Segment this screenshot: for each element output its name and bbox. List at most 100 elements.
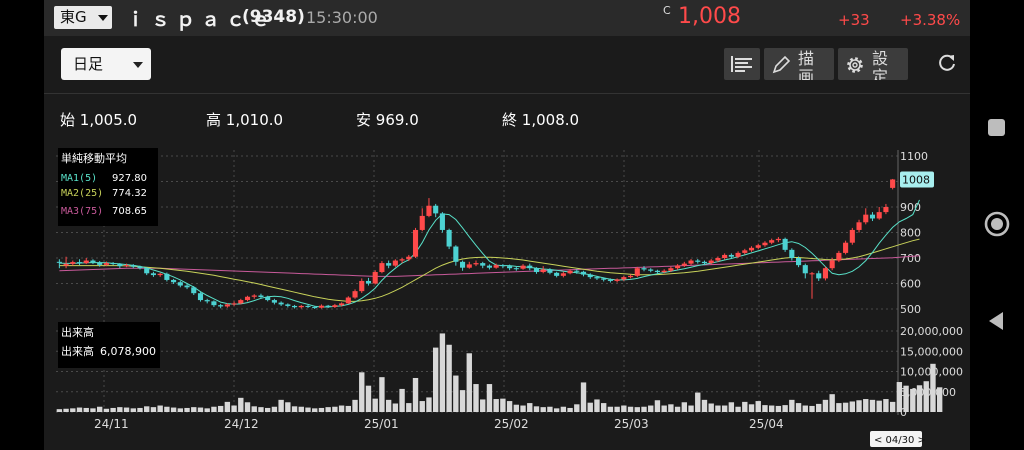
candle-body xyxy=(419,215,425,230)
overview-nav-icon[interactable] xyxy=(984,115,1010,141)
candle-body xyxy=(708,260,714,264)
volume-bar xyxy=(204,408,210,412)
candle-body xyxy=(748,247,755,251)
volume-bar xyxy=(768,405,775,412)
volume-bar xyxy=(412,377,419,412)
volume-bar xyxy=(708,403,714,412)
candle-body xyxy=(574,270,580,272)
candle-body xyxy=(876,212,882,219)
volume-tick-label: 0 xyxy=(900,406,907,419)
candle-body xyxy=(695,260,701,262)
market-select[interactable]: 東G xyxy=(54,6,112,29)
volume-bar xyxy=(432,347,439,412)
candle-body xyxy=(829,260,835,269)
candle-body xyxy=(211,301,217,306)
volume-bar xyxy=(137,407,143,412)
volume-bar xyxy=(90,408,96,412)
volume-bar xyxy=(251,406,257,412)
volume-bar xyxy=(500,398,506,412)
volume-bar xyxy=(930,363,936,412)
candle-body xyxy=(298,305,304,308)
candle-body xyxy=(594,277,600,279)
volume-bar xyxy=(648,405,654,412)
volume-bar xyxy=(789,399,795,412)
candle-body xyxy=(392,260,398,266)
volume-bar xyxy=(688,405,694,412)
back-nav-icon[interactable] xyxy=(984,308,1010,334)
candle-body xyxy=(822,268,828,279)
settings-button[interactable]: 設定 xyxy=(838,48,908,80)
ohlc-low: 安 969.0 xyxy=(356,111,419,129)
candle-body xyxy=(755,245,761,248)
price-tick-label: 700 xyxy=(900,252,921,265)
volume-bar xyxy=(903,385,909,412)
volume-bar xyxy=(217,405,224,412)
candle-body xyxy=(218,305,224,307)
volume-bar xyxy=(480,399,486,412)
volume-bar xyxy=(258,407,264,412)
volume-bar xyxy=(466,353,472,412)
candle-body xyxy=(426,205,432,216)
volume-legend-label: 出来高 xyxy=(61,344,94,358)
price-flag: C xyxy=(663,4,671,17)
price-tick-label: 1100 xyxy=(900,150,928,163)
volume-bar xyxy=(63,408,69,412)
date-tick-label: 25/02 xyxy=(494,417,529,431)
candle-body xyxy=(668,268,674,271)
candle-body xyxy=(325,305,331,307)
candle-body xyxy=(507,266,513,269)
volume-bar xyxy=(869,399,876,412)
volume-bar xyxy=(520,405,526,412)
volume-bar xyxy=(668,404,674,412)
volume-bar xyxy=(345,405,352,412)
volume-bar xyxy=(446,344,452,412)
candle-body xyxy=(56,261,62,263)
candle-body xyxy=(567,270,573,274)
volume-bar xyxy=(426,397,432,412)
ma-line-3 xyxy=(59,255,920,277)
candle-body xyxy=(540,269,546,273)
volume-bar xyxy=(621,405,627,412)
candle-body xyxy=(164,273,170,280)
volume-bar xyxy=(83,407,89,412)
indicator-list-button[interactable] xyxy=(724,48,760,80)
candle-body xyxy=(587,274,593,278)
volume-bar xyxy=(634,407,640,412)
volume-bar xyxy=(130,408,136,412)
volume-bar xyxy=(627,406,634,412)
volume-bar xyxy=(607,406,614,412)
candle-body xyxy=(796,258,802,266)
stock-header: 東G ｉｓｐａｃｅ (9348) 15:30:00 C 1,008 +33 +3… xyxy=(44,0,970,36)
refresh-button[interactable] xyxy=(936,52,958,78)
volume-legend-value: 6,078,900 xyxy=(100,345,156,358)
draw-button[interactable]: 描画 xyxy=(764,48,834,80)
price-change: +33 xyxy=(838,11,870,29)
volume-bar xyxy=(379,377,385,412)
volume-bar xyxy=(916,385,923,412)
candle-body xyxy=(863,214,869,223)
volume-bar xyxy=(701,399,708,412)
last-price-badge xyxy=(900,171,934,188)
volume-bar xyxy=(164,406,170,412)
home-nav-icon[interactable] xyxy=(983,210,1011,238)
volume-bar xyxy=(641,406,647,412)
volume-bar xyxy=(553,408,560,412)
volume-bar xyxy=(889,401,896,412)
volume-bar xyxy=(600,403,607,412)
volume-bar xyxy=(661,405,667,412)
candle-body xyxy=(621,277,627,280)
candle-body xyxy=(97,262,103,265)
candle-body xyxy=(769,240,775,243)
volume-bar xyxy=(728,402,735,412)
volume-bar xyxy=(157,405,163,412)
volume-bar xyxy=(144,406,150,412)
price-volume-chart[interactable]: 1100100090080070060050024/1124/1225/0125… xyxy=(44,0,970,450)
period-select[interactable]: 日足 xyxy=(61,48,151,80)
volume-bar xyxy=(70,408,76,412)
volume-bar xyxy=(305,407,311,412)
chart-app: 東G ｉｓｐａｃｅ (9348) 15:30:00 C 1,008 +33 +3… xyxy=(44,0,970,450)
volume-tick-label: 20,000,000 xyxy=(900,325,963,338)
candle-body xyxy=(607,279,613,281)
candle-body xyxy=(63,263,69,266)
stock-code: (9348) xyxy=(242,7,305,27)
